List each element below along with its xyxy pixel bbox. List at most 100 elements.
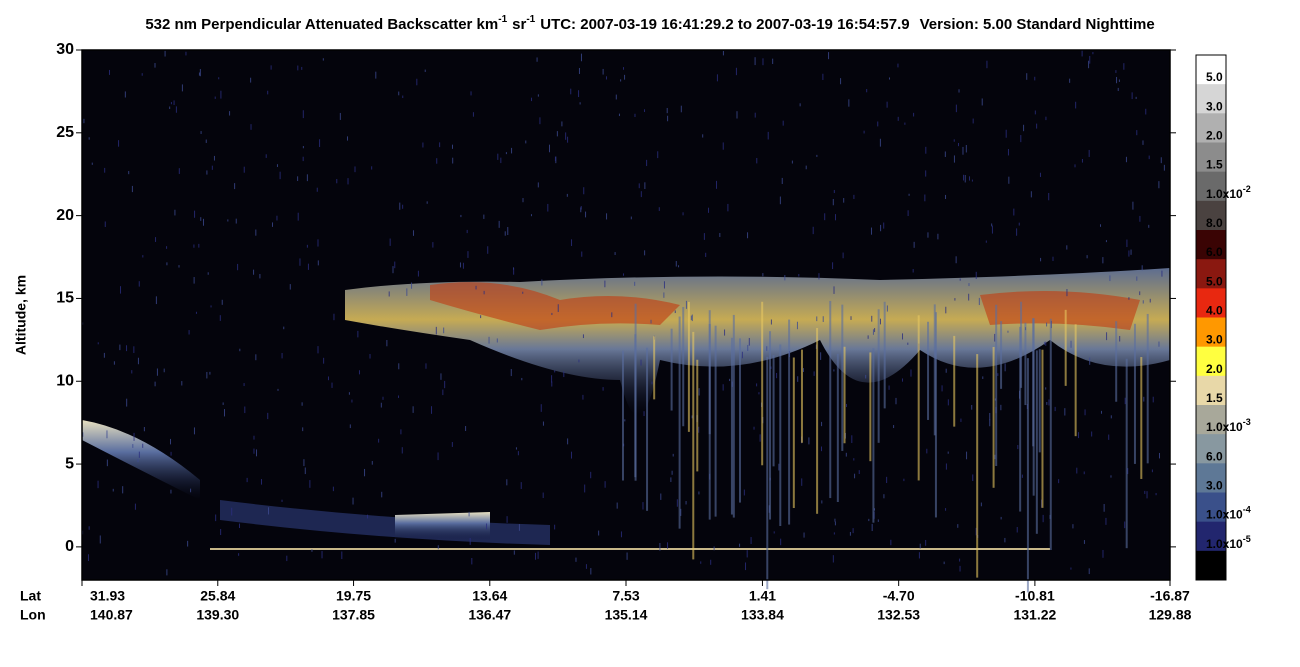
noise-speckle [843,198,845,203]
noise-speckle [504,231,506,236]
noise-speckle [727,203,729,212]
noise-speckle [260,479,262,485]
noise-speckle [506,516,508,523]
colorbar-label: 6.0 [1206,245,1223,259]
cloud-streak [933,304,936,436]
lat-tick-label: 25.84 [200,588,235,604]
noise-speckle [980,502,982,507]
noise-speckle [378,438,380,443]
noise-speckle [1136,130,1138,136]
noise-speckle [472,112,474,117]
noise-speckle [833,286,835,294]
noise-speckle [570,88,572,95]
noise-speckle [945,368,947,373]
noise-speckle [348,392,350,395]
noise-speckle [1004,363,1006,372]
noise-speckle [897,116,899,121]
noise-speckle [229,111,231,116]
y-tick-label: 10 [56,372,74,389]
noise-speckle [957,524,959,528]
noise-speckle [877,519,879,522]
noise-speckle [283,326,285,330]
noise-speckle [517,451,519,456]
noise-speckle [886,101,888,108]
noise-speckle [1074,164,1076,168]
noise-speckle [185,51,187,56]
noise-speckle [1102,257,1104,264]
noise-speckle [982,376,984,379]
noise-speckle [466,229,468,234]
noise-speckle [141,73,143,76]
noise-speckle [747,344,749,351]
noise-speckle [690,315,692,321]
noise-speckle [927,232,929,238]
noise-speckle [1088,60,1090,69]
noise-speckle [965,145,967,153]
y-tick-label: 25 [56,124,74,141]
noise-speckle [782,120,784,126]
noise-speckle [401,447,403,454]
noise-speckle [175,106,177,113]
noise-speckle [435,326,437,335]
noise-speckle [820,352,822,360]
noise-speckle [281,499,283,502]
noise-speckle [1084,409,1086,416]
noise-speckle [798,274,800,277]
noise-speckle [758,392,760,395]
noise-speckle [945,463,947,470]
noise-speckle [716,180,718,189]
noise-speckle [997,373,999,376]
noise-speckle [642,502,644,510]
noise-speckle [154,381,156,387]
cloud-streak [621,350,624,481]
noise-speckle [585,211,587,218]
noise-speckle [239,523,241,529]
noise-speckle [218,77,220,80]
noise-speckle [776,372,778,379]
noise-speckle [465,426,467,431]
noise-speckle [702,134,704,138]
noise-speckle [270,65,272,70]
cloud-streak [877,309,880,443]
lon-tick-label: 135.14 [605,607,648,623]
noise-speckle [784,275,786,281]
cloud-streak [1000,321,1003,389]
noise-speckle [650,319,652,324]
noise-speckle [382,396,384,400]
noise-speckle [708,207,710,213]
noise-speckle [779,196,781,205]
noise-speckle [106,430,108,439]
noise-speckle [925,539,927,546]
noise-speckle [442,389,444,396]
noise-speckle [259,273,261,279]
noise-speckle [354,166,356,173]
noise-speckle [238,553,240,556]
cloud-streak [634,303,637,481]
noise-speckle [1152,396,1154,403]
noise-speckle [805,165,807,170]
noise-speckle [1124,397,1126,405]
noise-speckle [460,214,462,218]
noise-speckle [154,63,156,68]
noise-speckle [620,531,622,538]
noise-speckle [302,427,304,432]
y-tick-label: 30 [56,41,74,58]
noise-speckle [200,217,202,221]
title-part: UTC: 2007-03-19 16:41:29.2 to 2007-03-19… [540,16,909,33]
noise-speckle [606,213,608,220]
noise-speckle [134,503,136,510]
noise-speckle [624,74,626,80]
noise-speckle [1163,164,1165,171]
noise-speckle [903,478,905,482]
noise-speckle [803,532,805,538]
noise-speckle [235,218,237,224]
noise-speckle [705,252,707,257]
noise-speckle [1030,191,1032,198]
noise-speckle [778,463,780,471]
noise-speckle [178,265,180,268]
noise-speckle [1046,401,1048,405]
noise-speckle [565,132,567,140]
noise-speckle [297,212,299,221]
cloud-streak [816,328,819,514]
